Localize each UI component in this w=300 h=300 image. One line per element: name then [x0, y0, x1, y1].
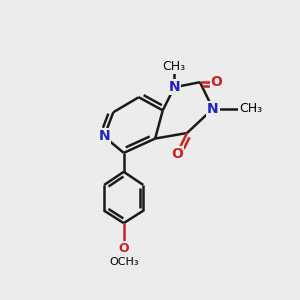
Text: OCH₃: OCH₃ [109, 257, 139, 267]
Text: O: O [211, 75, 223, 89]
Text: N: N [98, 130, 110, 143]
Text: O: O [118, 242, 129, 256]
Text: O: O [171, 147, 183, 161]
Text: N: N [207, 102, 219, 116]
Text: CH₃: CH₃ [239, 102, 262, 115]
Text: N: N [169, 80, 180, 94]
Text: CH₃: CH₃ [163, 59, 186, 73]
